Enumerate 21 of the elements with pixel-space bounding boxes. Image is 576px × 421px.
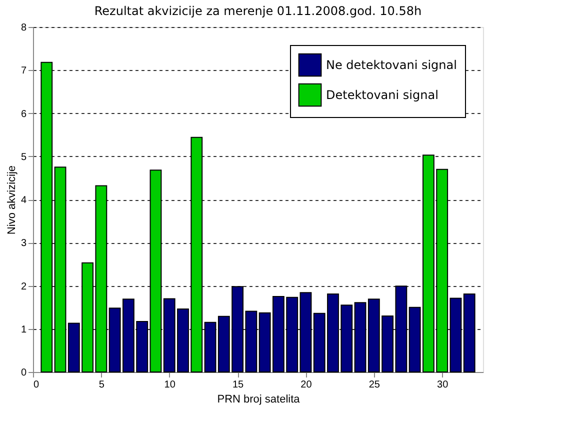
y-tick-label: 6 [20,108,27,120]
x-tick-label: 15 [232,380,244,390]
y-tick-label: 7 [20,66,27,77]
y-tick-label: 1 [20,324,27,336]
chart-title: Rezultat akvizicije za merenje 01.11.2008.god. 10.58h [94,4,422,18]
y-tick-label: 3 [20,238,27,250]
y-tick-label: 8 [20,22,27,34]
y-tick-label: 0 [20,368,27,378]
x-axis-title: PRN broj satelita [217,394,301,406]
y-tick-label: 2 [20,281,27,292]
y-axis-title: Nivo akvizicije [6,165,18,235]
x-tick-label: 5 [98,380,105,390]
y-tick-label: 4 [20,195,27,206]
y-tick-label: 5 [20,152,27,163]
x-tick-label: 25 [368,380,380,390]
x-tick-label: 30 [437,380,449,390]
legend-label: Ne detektovani signal [326,58,457,72]
x-tick-label: 20 [300,380,312,390]
legend-label: Detektovani signal [326,88,438,102]
x-tick-label: 0 [34,380,40,390]
x-tick-label: 10 [164,380,176,390]
